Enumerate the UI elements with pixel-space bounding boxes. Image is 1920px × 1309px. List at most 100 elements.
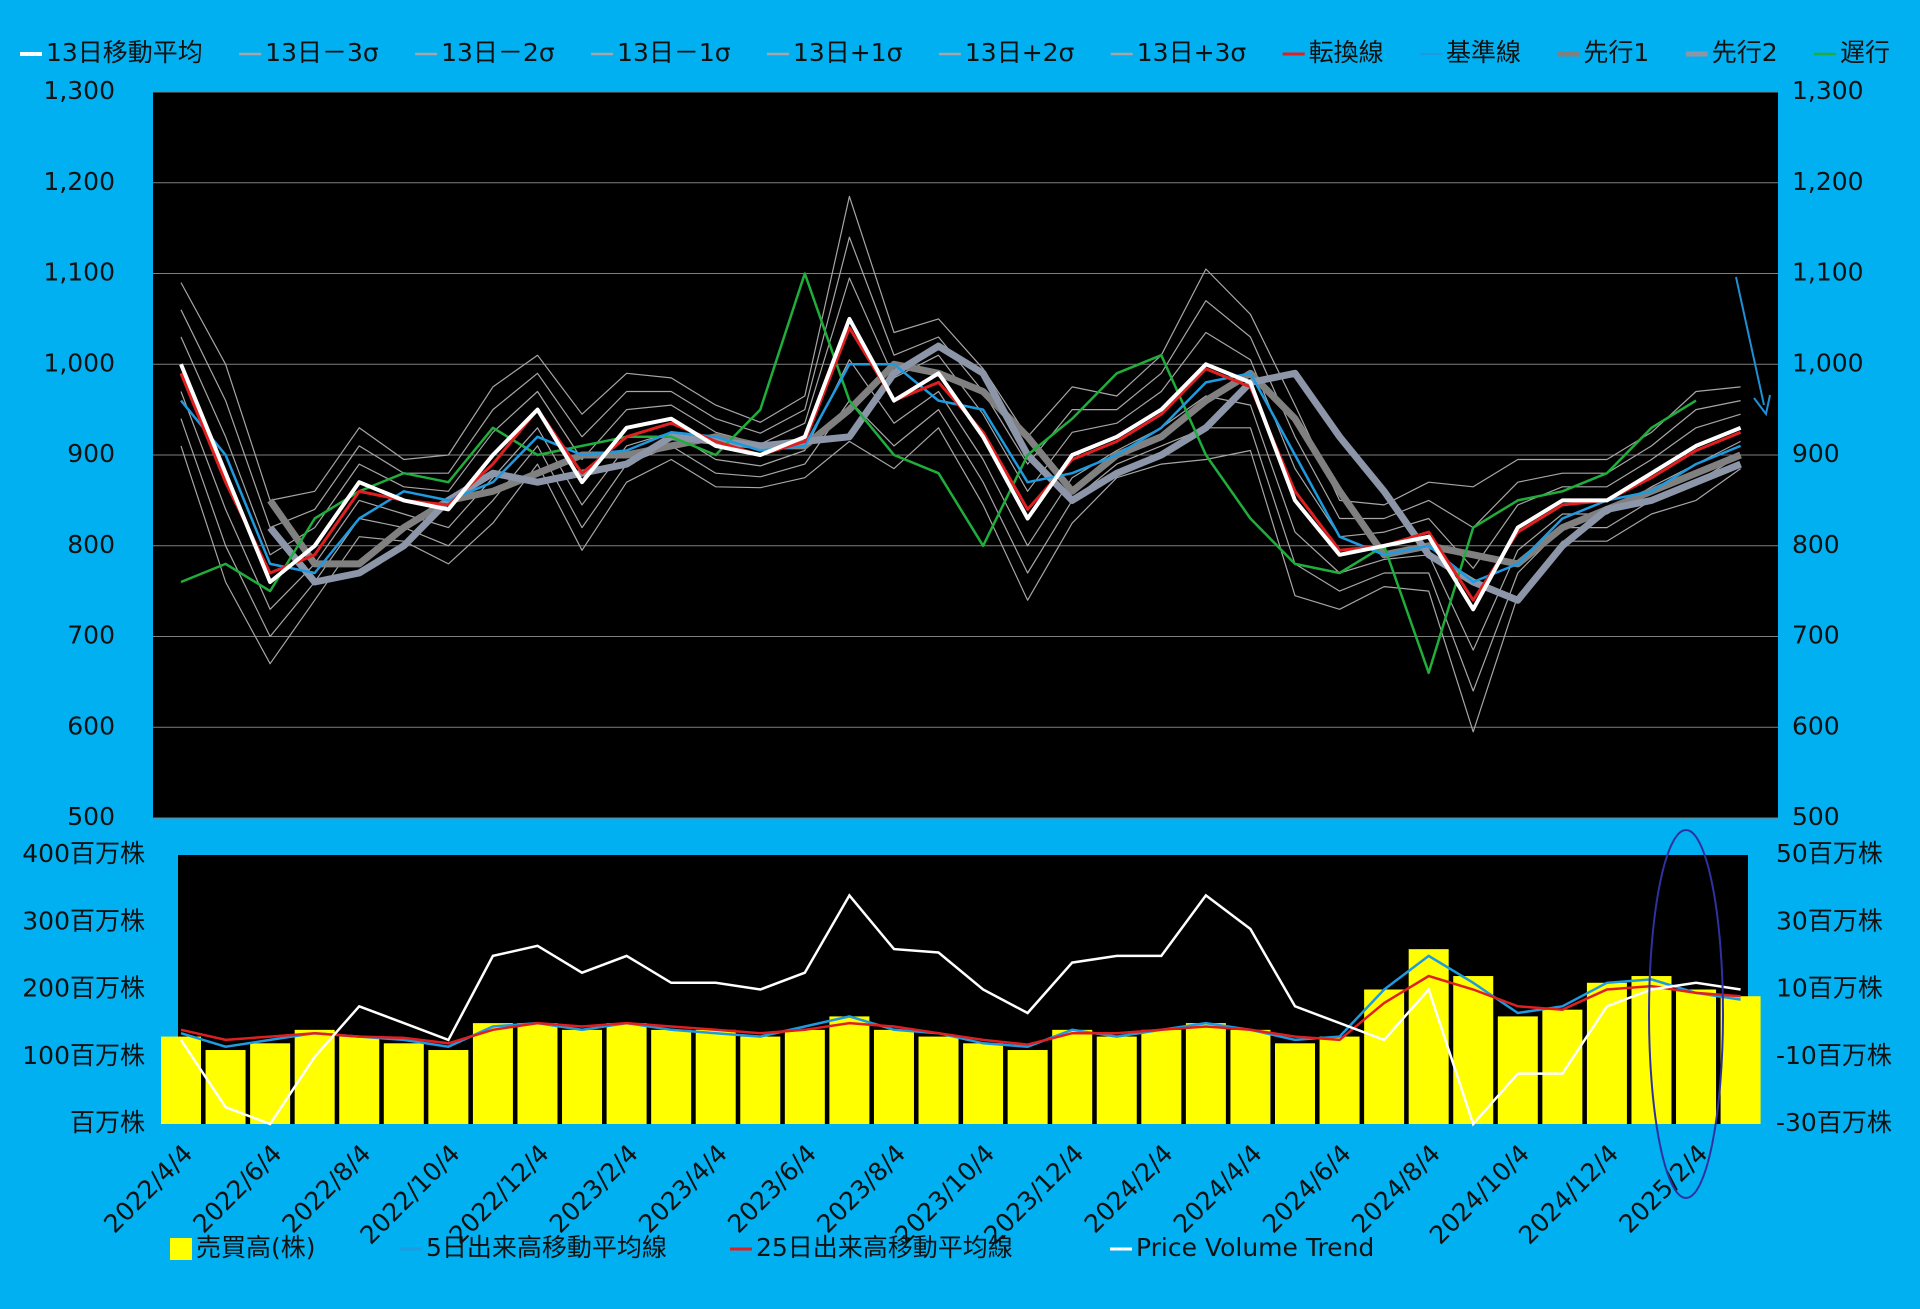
line-series	[179, 893, 1741, 1127]
annotation-arrow	[1735, 276, 1765, 406]
bar	[873, 1029, 914, 1124]
line-series	[180, 272, 1697, 675]
line-series	[180, 195, 1741, 506]
y2-tick-label: 1,100	[1792, 258, 1864, 287]
bar	[1230, 1029, 1271, 1124]
y-tick-label: 1,300	[43, 76, 115, 105]
bar	[339, 1036, 380, 1124]
bar	[1007, 1050, 1048, 1124]
y-tick-label: 1,000	[43, 348, 115, 377]
y2-tick-label: 800	[1792, 530, 1840, 559]
bar	[1364, 989, 1405, 1124]
y-tick-label: 600	[67, 711, 115, 740]
legend-item: 13日+3σ	[1110, 38, 1247, 67]
y-tick-label: 200百万株	[22, 974, 145, 1003]
y-tick-label: 800	[67, 530, 115, 559]
legend-label: 5日出来高移動平均線	[426, 1233, 667, 1262]
line-series	[180, 236, 1741, 529]
line-series	[180, 427, 1741, 733]
legend-item: 転換線	[1282, 38, 1384, 67]
legend-label: 遅行	[1840, 38, 1890, 67]
bar	[1453, 976, 1494, 1124]
line-series	[180, 974, 1741, 1046]
y2-tick-label: 700	[1792, 621, 1840, 650]
legend-item: 基準線	[1420, 38, 1521, 67]
line-series	[267, 342, 1742, 604]
legend-label: 13日－2σ	[441, 38, 555, 67]
bar	[1096, 1036, 1137, 1124]
bar	[695, 1029, 736, 1124]
legend-item: 先行2	[1685, 38, 1778, 67]
y2-tick-label: 600	[1792, 711, 1840, 740]
legend-label: 13日+3σ	[1137, 38, 1247, 67]
bar	[651, 1029, 692, 1124]
bar	[1052, 1029, 1093, 1124]
legend-item: 13日+2σ	[938, 38, 1075, 67]
y-tick-label: 700	[67, 621, 115, 650]
y-tick-label: 1,100	[43, 258, 115, 287]
legend-item: Price Volume Trend	[1110, 1233, 1374, 1262]
annotation-ellipse	[1648, 829, 1724, 1199]
y-tick-label: 300百万株	[22, 906, 145, 935]
legend-item: 13日移動平均	[20, 38, 203, 67]
bar	[1497, 1016, 1538, 1124]
line-series	[180, 359, 1741, 651]
bar	[383, 1043, 424, 1124]
y2-tick-label: 1,200	[1792, 167, 1864, 196]
bar	[1408, 949, 1449, 1124]
bar	[1631, 976, 1672, 1124]
bar	[1185, 1023, 1226, 1124]
bar	[1319, 1036, 1360, 1124]
bar	[562, 1029, 603, 1124]
bar	[161, 1036, 201, 1124]
y2-tick-label: 1,300	[1792, 76, 1864, 105]
bar	[1141, 1029, 1182, 1124]
legend-label: 売買高(株)	[196, 1233, 316, 1262]
legend-label: Price Volume Trend	[1136, 1233, 1374, 1262]
marks: 500 600 700 800 900 1,000 1,100 1,200 1,300 500 60…	[20, 38, 1892, 1262]
bar	[517, 1023, 558, 1124]
annotation-arrowhead	[1753, 394, 1771, 417]
legend-label: 13日+2σ	[965, 38, 1075, 67]
bar	[1676, 989, 1717, 1124]
legend-item: 遅行	[1813, 38, 1890, 67]
bar	[918, 1036, 959, 1124]
legend-label: 先行2	[1712, 38, 1778, 67]
y2-tick-label: 50百万株	[1776, 839, 1883, 868]
bar	[472, 1023, 513, 1124]
y-tick-label: 100百万株	[22, 1041, 145, 1070]
y2-tick-label: 10百万株	[1776, 974, 1883, 1003]
y-tick-label: 1,200	[43, 167, 115, 196]
legend-label: 13日－1σ	[617, 38, 731, 67]
line-series	[180, 400, 1741, 692]
line-series	[180, 954, 1741, 1048]
legend-label: 先行1	[1583, 38, 1649, 67]
bar	[1275, 1043, 1315, 1124]
y-tick-label: 百万株	[70, 1108, 145, 1137]
legend-item: 13日－3σ	[239, 38, 379, 67]
legend-item: 13日+1σ	[766, 38, 903, 67]
legend-label: 13日+1σ	[793, 38, 903, 67]
bar	[1720, 996, 1761, 1124]
bar	[606, 1023, 647, 1124]
legend-swatch	[170, 1238, 192, 1260]
legend-label: 25日出来高移動平均線	[756, 1233, 1013, 1262]
legend-label: 13日－3σ	[265, 38, 379, 67]
y2-tick-label: 900	[1792, 439, 1840, 468]
y2-tick-label: 30百万株	[1776, 906, 1883, 935]
y2-tick-label: 500	[1792, 802, 1840, 831]
legend-label: 転換線	[1309, 38, 1384, 67]
legend-item: 13日－1σ	[591, 38, 731, 67]
legend-item: 先行1	[1557, 38, 1649, 67]
bar	[963, 1043, 1004, 1124]
y-tick-label: 400百万株	[22, 839, 145, 868]
bar	[428, 1050, 469, 1124]
line-series	[179, 316, 1742, 612]
legend-item: 13日－2σ	[415, 38, 555, 67]
y-tick-label: 500	[67, 802, 115, 831]
legend-label: 13日移動平均	[46, 38, 203, 67]
y2-tick-label: -10百万株	[1776, 1041, 1892, 1070]
y2-tick-label: -30百万株	[1776, 1108, 1892, 1137]
bar	[740, 1036, 781, 1124]
